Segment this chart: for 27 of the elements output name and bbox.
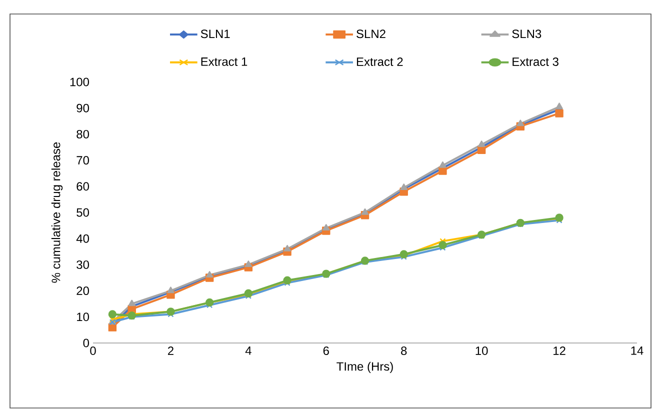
legend-label: SLN3 [512, 30, 542, 38]
legend-label: SLN2 [356, 30, 386, 38]
x-tick-label: 8 [401, 346, 407, 356]
legend-label: Extract 1 [201, 58, 248, 66]
y-tick-label: 80 [76, 130, 90, 138]
x-tick-label: 0 [90, 346, 96, 356]
y-tick-label: 60 [76, 182, 90, 191]
x-tick-label: 12 [554, 346, 566, 355]
x-tick-label: 14 [631, 346, 644, 355]
legend-label: Extract 2 [356, 57, 403, 66]
x-tick-label: 4 [245, 346, 252, 355]
legend-label: SLN1 [200, 30, 230, 38]
y-tick-label: 50 [76, 208, 90, 217]
y-tick-label: 100 [70, 78, 90, 86]
y-tick-label: 0 [83, 338, 90, 348]
x-tick-label: 6 [323, 346, 329, 356]
y-tick-label: 30 [76, 260, 90, 269]
legend-label: Extract 3 [512, 57, 558, 66]
x-tick-label: 10 [476, 346, 488, 356]
y-axis-title: % cumulative drug release [51, 142, 63, 283]
x-axis-title: TIme (Hrs) [336, 362, 393, 374]
y-tick-label: 20 [76, 286, 90, 296]
y-tick-label: 90 [76, 104, 90, 112]
x-tick-label: 2 [168, 346, 174, 355]
y-tick-label: 40 [76, 234, 90, 243]
y-tick-label: 10 [77, 312, 90, 322]
y-tick-label: 70 [76, 156, 90, 165]
